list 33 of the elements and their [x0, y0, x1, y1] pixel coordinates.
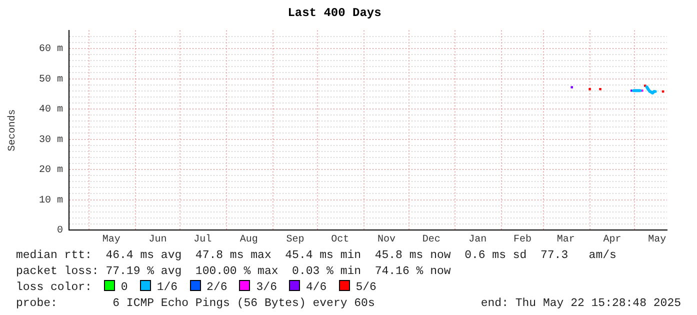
x-tick-label: Dec: [422, 234, 440, 246]
legend-label: 3/6: [256, 281, 277, 294]
x-tick-label: Feb: [514, 234, 532, 246]
y-tick-label: 60 m: [38, 44, 63, 56]
text: end: Thu May 22 15:28:48 2025: [480, 296, 681, 312]
legend-label: 2/6: [206, 281, 228, 294]
y-tick-label: 30 m: [38, 134, 63, 146]
y-axis-title: Seconds: [6, 109, 19, 152]
x-tick-label: Nov: [377, 234, 396, 246]
legend-label: 4/6: [306, 281, 327, 294]
y-tick-label: 20 m: [38, 165, 63, 176]
y-tick-label: 10 m: [38, 195, 63, 206]
y-tick-label: 50 m: [38, 74, 63, 86]
x-tick-label: May: [648, 234, 666, 246]
x-tick-label: Mar: [556, 234, 575, 246]
x-tick-label: Apr: [603, 234, 622, 246]
text: median rtt: 46.4 ms avg 47.8 ms max 45.4 ms min 45.8 ms now 0.6 ms sd 77.3 am/s: [16, 248, 618, 264]
legend-label: 5/6: [356, 281, 376, 294]
legend-title: loss color:: [16, 281, 92, 294]
text: packet loss: 77.19 % avg 100.00 % max 0.03 % min 74.16 % now: [16, 264, 452, 280]
x-tick-label: Sep: [286, 234, 304, 246]
text: probe: 6 ICMP Echo Pings (56 Bytes) every 60s: [16, 297, 375, 310]
x-tick-label: Aug: [240, 234, 258, 246]
x-tick-label: Jul: [194, 234, 212, 246]
chart-title: Last 400 Days: [288, 6, 382, 20]
y-tick-label: 0: [56, 226, 63, 237]
x-tick-label: Jun: [148, 234, 167, 246]
legend-label: 1/6: [156, 281, 178, 294]
legend-label: 0: [120, 281, 128, 294]
y-tick-label: 40 m: [38, 104, 63, 116]
x-tick-label: Jan: [468, 234, 487, 246]
x-tick-label: Oct: [331, 234, 350, 246]
x-tick-label: May: [102, 234, 120, 246]
